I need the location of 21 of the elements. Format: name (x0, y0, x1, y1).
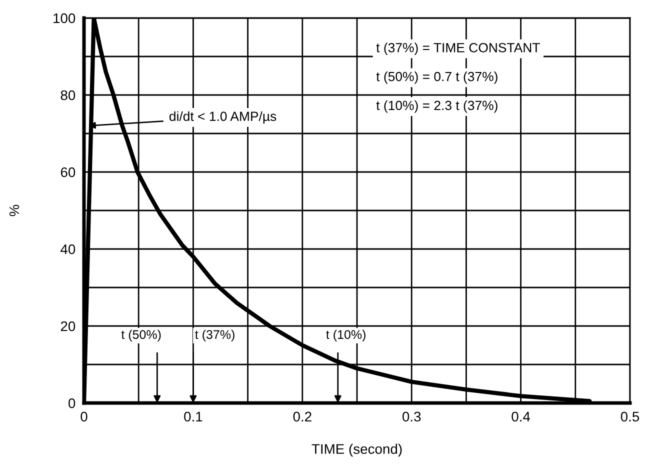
annotation: t (50%) = 0.7 t (37%) (376, 72, 498, 84)
annotation: t (37%) = TIME CONSTANT (376, 42, 540, 55)
annotation: t (10%) (326, 330, 366, 342)
annotation: t (50%) (121, 330, 161, 342)
annotation: di/dt < 1.0 AMP/µs (169, 111, 276, 124)
x-tick-label: 0.1 (184, 412, 202, 422)
y-tick-label: 100 (54, 13, 76, 24)
y-tick-label: 0 (68, 398, 76, 408)
x-tick-label: 0 (80, 412, 88, 422)
x-tick-label: 0.4 (512, 412, 530, 422)
x-tick-label: 0.3 (402, 412, 421, 422)
x-axis-title: TIME (second) (312, 444, 402, 457)
y-tick-label: 20 (60, 321, 76, 332)
y-tick-label: 80 (60, 90, 76, 100)
y-tick-label: 40 (60, 244, 76, 254)
x-tick-label: 0.2 (293, 412, 312, 422)
y-tick-label: 60 (60, 167, 76, 178)
annotation: t (37%) (195, 330, 234, 342)
annotation: t (10%) = 2.3 t (37%) (376, 100, 498, 113)
x-tick-label: 0.5 (620, 412, 640, 422)
y-axis-title: % (9, 204, 20, 216)
